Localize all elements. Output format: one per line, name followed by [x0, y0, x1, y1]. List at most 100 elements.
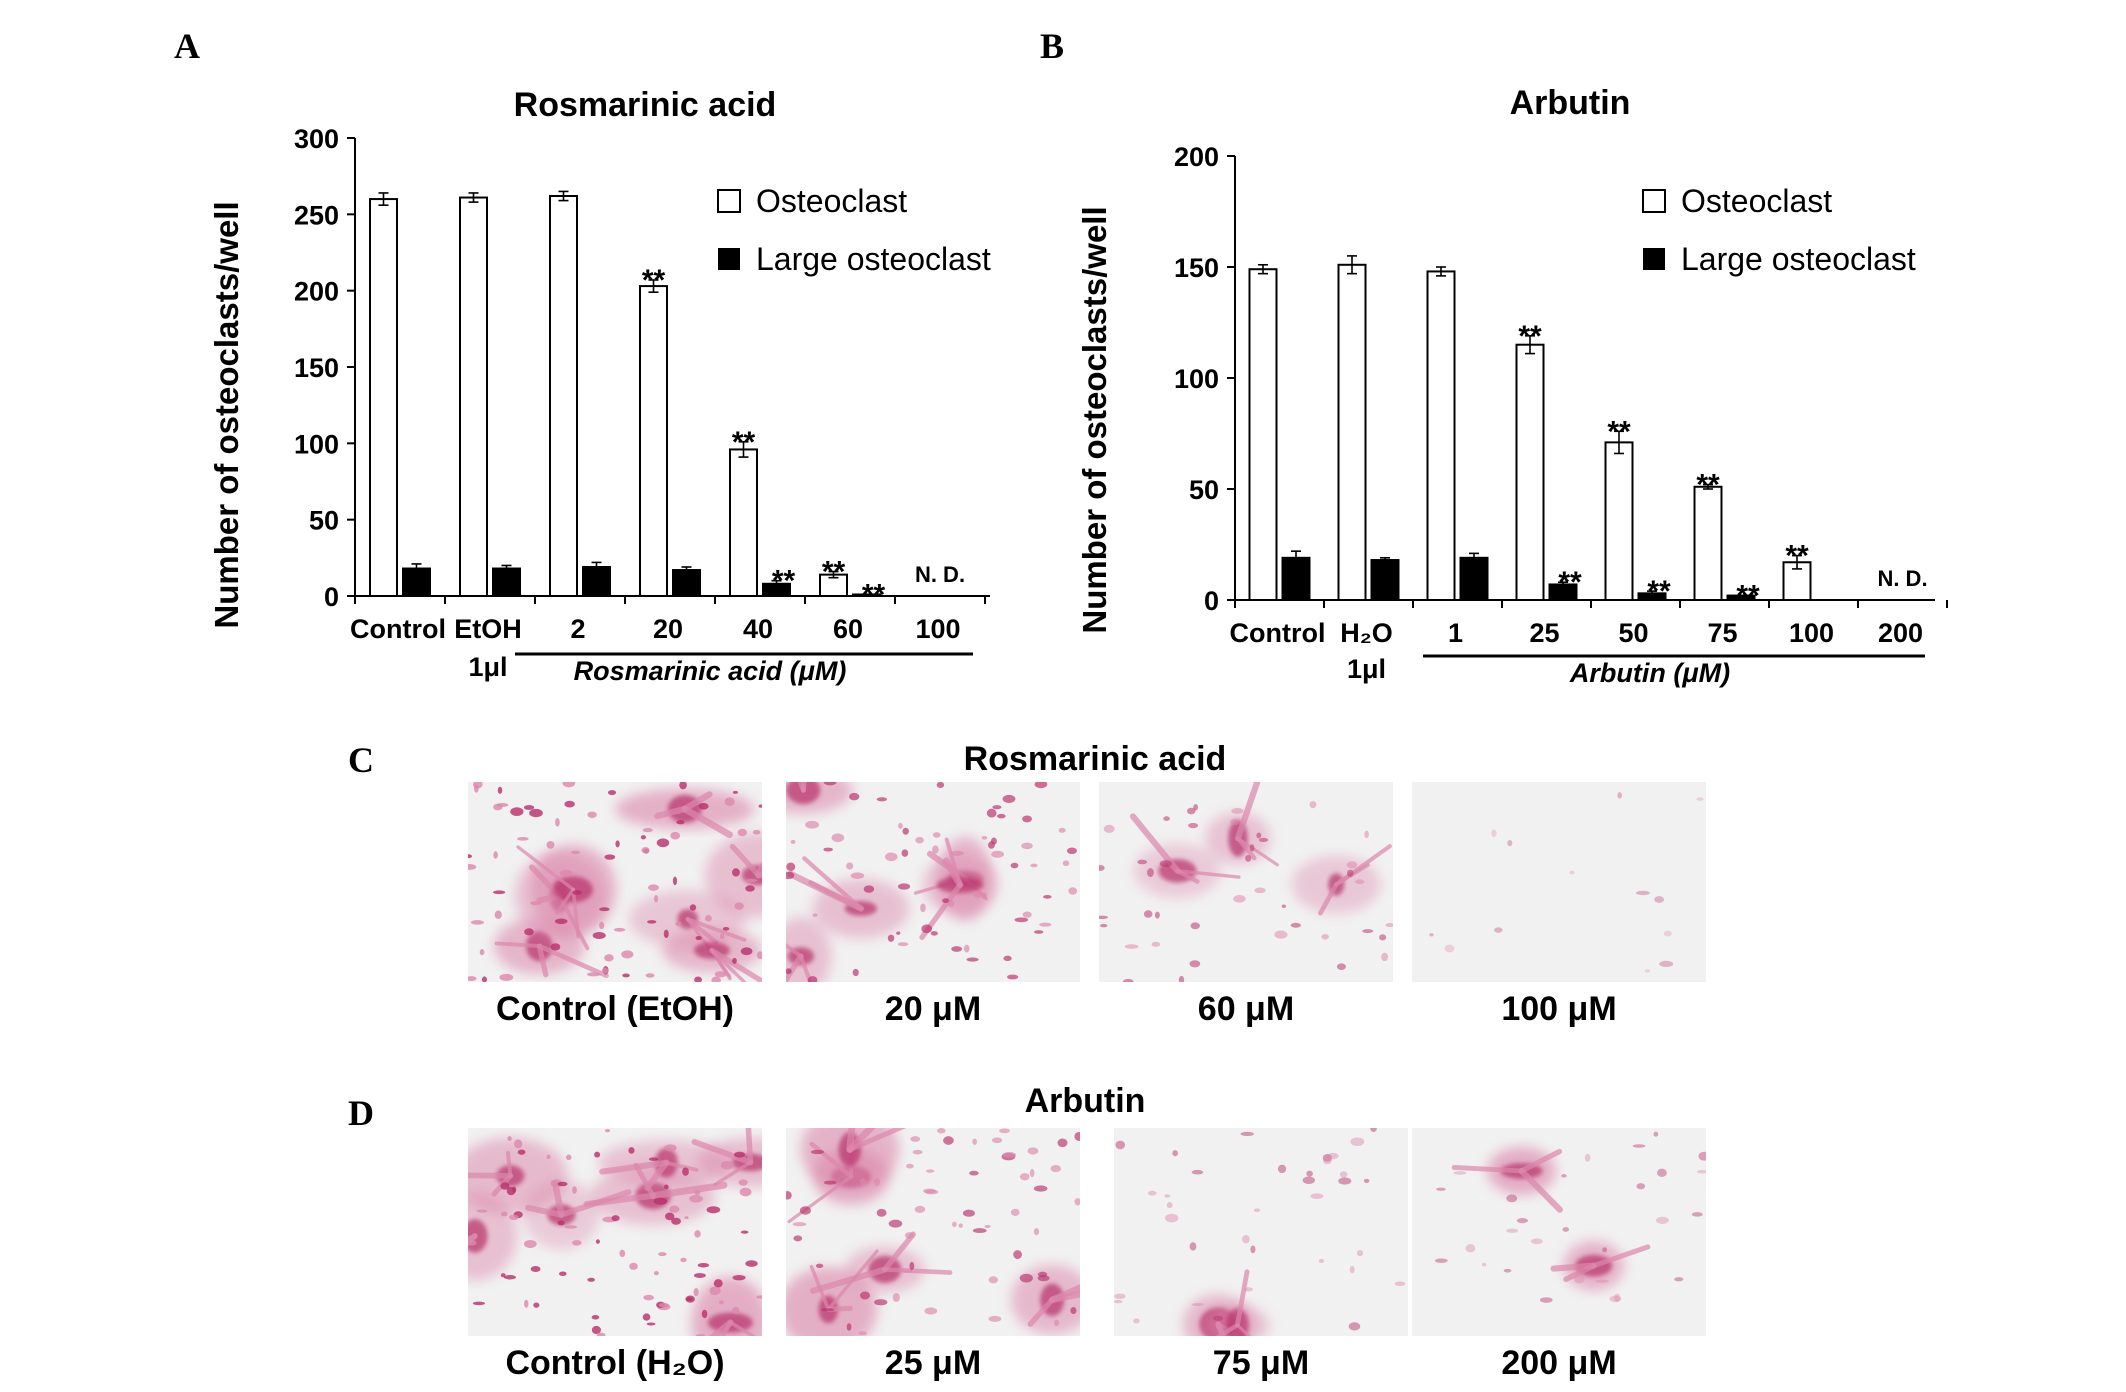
cell-speck [1114, 1293, 1126, 1300]
cell-speck [932, 832, 941, 838]
cell-speck [786, 862, 796, 872]
cell-speck [468, 976, 477, 981]
cell-speck [517, 1149, 526, 1155]
cell-speck [675, 921, 682, 927]
cell-speck [942, 898, 950, 904]
legend-open-swatch [1642, 189, 1666, 213]
cell-speck [863, 885, 875, 893]
significance-marker: ** [642, 264, 666, 297]
cell-speck [1444, 944, 1455, 953]
cell-process [1048, 1284, 1080, 1304]
bar-osteoclast [459, 196, 488, 597]
cell-speck [664, 1144, 677, 1152]
x-category-sublabel: 1μl [468, 652, 507, 682]
cell-speck [642, 828, 653, 833]
cell-speck [587, 811, 597, 818]
cell-process [583, 1192, 657, 1208]
cell-speck [1482, 1262, 1487, 1267]
x-category-label: 200 [1878, 618, 1923, 648]
chart-b-categories: Control H₂O 1μl 1 25 50 75 100 200 [1230, 618, 1924, 684]
cell-speck [1006, 974, 1019, 980]
cell-process [1235, 1323, 1252, 1336]
micrograph-tile: Control (EtOH) [468, 782, 762, 1028]
cell-speck [586, 972, 601, 977]
cell-speck [572, 1240, 582, 1246]
cell-speck [1663, 930, 1672, 937]
cell-speck [1022, 815, 1033, 823]
cell-speck [1355, 879, 1365, 885]
cell-speck [1033, 930, 1044, 934]
x-category-label: H₂O [1340, 618, 1393, 648]
cell-speck [1659, 960, 1674, 968]
cell-speck [468, 864, 477, 870]
cell-speck [1053, 1319, 1060, 1327]
cell-speck [720, 1160, 734, 1170]
significance-marker: ** [772, 565, 796, 598]
cell-speck [786, 1190, 792, 1200]
bar-osteoclast [639, 285, 668, 597]
cell-speck [1256, 832, 1262, 839]
cell-speck [1243, 1287, 1253, 1292]
cell-speck [1233, 894, 1246, 903]
cell-speck [1013, 1250, 1023, 1259]
cell-speck [596, 1332, 606, 1336]
cell-speck [529, 808, 543, 818]
cell-speck [737, 828, 747, 837]
x-category-label: 25 [1529, 618, 1559, 648]
legend-open-swatch [717, 189, 741, 213]
cell-process [654, 805, 688, 820]
y-tick-label: 0 [1204, 586, 1219, 616]
cell-speck [733, 1151, 746, 1158]
cell-speck [695, 935, 702, 941]
x-category-label: EtOH [454, 614, 522, 644]
cell-speck [676, 820, 685, 825]
cell-speck [888, 1219, 903, 1228]
micrograph-caption: 25 μM [885, 1344, 981, 1382]
cell-speck [555, 818, 560, 827]
cell-speck [1103, 824, 1115, 833]
cell-speck [923, 1188, 936, 1194]
cell-speck [1030, 863, 1038, 868]
cell-speck [936, 1128, 946, 1134]
cell-speck [921, 924, 933, 934]
cell-speck [1274, 930, 1288, 939]
cell-process [709, 947, 762, 982]
cell-speck [898, 883, 911, 890]
panel-d-micrographs: Control (H₂O) 25 μM 75 μM 200 μM [468, 1128, 1706, 1382]
cell-speck [1010, 1208, 1020, 1216]
cell-speck [493, 803, 503, 811]
cell-speck [694, 976, 702, 982]
cell-speck [904, 1232, 915, 1239]
cell-speck [524, 928, 534, 936]
cell-speck [1277, 1164, 1287, 1174]
cell-speck [629, 1262, 638, 1270]
cell-speck [1290, 922, 1302, 928]
cell-speck [884, 852, 898, 862]
cell-speck [823, 782, 837, 786]
cell-speck [902, 1269, 912, 1273]
cell-speck [1364, 830, 1369, 839]
cell-speck [524, 1299, 529, 1308]
cell-speck [1137, 859, 1148, 865]
chart-b-group-label: Arbutin (μM) [1569, 658, 1730, 688]
cell-process [710, 948, 732, 981]
micrograph-caption: 200 μM [1501, 1344, 1616, 1382]
cell-speck [1164, 1194, 1171, 1198]
cell-speck [1100, 923, 1108, 928]
x-category-label: 1 [1448, 618, 1463, 648]
significance-marker: ** [862, 578, 886, 611]
cell-speck [1114, 1299, 1123, 1304]
cell-speck [1188, 822, 1199, 829]
cell-speck [1159, 860, 1173, 867]
chart-b-axes [1227, 155, 1948, 658]
cell-speck [476, 1209, 488, 1213]
cell-speck [613, 927, 626, 932]
cell-speck [611, 1215, 620, 1222]
cell-speck [1281, 904, 1287, 909]
micrograph-caption: 75 μM [1213, 1344, 1309, 1382]
cell-speck [846, 1323, 852, 1331]
cell-speck [926, 1169, 935, 1173]
cell-speck [1602, 1247, 1608, 1253]
cell-speck [1213, 1315, 1224, 1321]
micrograph-tile: 100 μM [1412, 782, 1706, 1028]
